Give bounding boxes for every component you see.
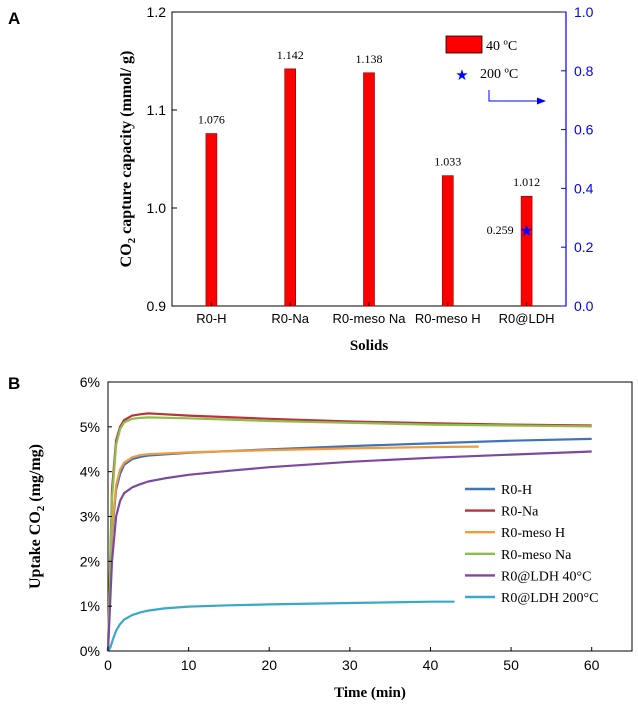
x-tick-label-r0-meso-na: R0-meso Na: [333, 311, 407, 326]
x-tick-label: 40: [423, 657, 439, 673]
bar-r0-ldh: [520, 195, 533, 307]
chart-b-x-axis-label: Time (min): [334, 685, 406, 701]
chart-b-lines: [106, 412, 592, 652]
x-tick-label: 0: [104, 657, 112, 673]
panel-label-b: B: [8, 374, 20, 393]
x-tick-label: 10: [181, 657, 197, 673]
y2-tick-label: 0.6: [574, 122, 594, 138]
panel-label-a: A: [8, 9, 20, 28]
legend-label-r0-ldh-40-c: R0@LDH 40°C: [501, 569, 591, 584]
chart-a-x-axis-label: Solids: [350, 338, 389, 354]
bar-r0-na: [284, 68, 297, 307]
chart-a-bars: [205, 68, 533, 307]
chart-b-y-label-pre: Uptake CO: [27, 511, 44, 589]
chart-a-y-ticks: 0.9 1.0 1.1 1.2: [147, 4, 177, 314]
chart-a-y2-ticks: 0.0 0.2 0.4 0.6 0.8 1.0: [561, 4, 594, 314]
chart-b-y-axis-label: Uptake CO2 (mg/mg): [27, 444, 47, 589]
chart-a-star-markers: ★ 0.259: [487, 223, 534, 240]
legend-swatch-40c: [445, 35, 483, 54]
chart-a-y-label-sub: 2: [126, 237, 138, 243]
y2-tick-label: 1.0: [574, 4, 594, 20]
x-tick-label-r0-na: R0-Na: [271, 311, 309, 326]
chart-b-y-label-sub: 2: [35, 505, 47, 511]
chart-b: 0% 1% 2% 3% 4% 5% 6% 0 10 20 30 40 50 60 Uptake CO2 …: [27, 374, 633, 701]
chart-b-y-ticks: 0% 1% 2% 3% 4% 5% 6%: [80, 374, 112, 659]
y-tick-label: 0%: [80, 643, 100, 659]
line-r0-ldh-200-c: [107, 600, 455, 652]
legend-arrowhead-icon: [537, 97, 546, 105]
star-marker-icon: ★: [519, 223, 533, 240]
legend-label-r0-meso-h: R0-meso H: [501, 526, 565, 541]
legend-label-r0-ldh-200-c: R0@LDH 200°C: [501, 591, 598, 606]
line-r0-meso-na: [106, 416, 592, 652]
chart-a-y-axis-label: CO2 capture capacity (mmol/ g): [118, 51, 138, 268]
y2-tick-label: 0.2: [574, 239, 594, 255]
chart-a-y-label-pre: CO: [118, 243, 135, 267]
line-r0-h: [106, 437, 592, 652]
chart-a-bar-labels: 1.076 1.142 1.138 1.033 1.012: [198, 48, 540, 189]
line-r0-ldh-40-c: [106, 450, 592, 652]
legend-label-200c: 200 ºC: [480, 67, 518, 82]
y-tick-label: 2%: [80, 553, 100, 569]
bar-r0-meso-h: [441, 175, 454, 307]
x-tick-label-r0-h: R0-H: [196, 311, 226, 326]
legend-arrow-icon: [488, 90, 538, 102]
x-tick-label: 50: [503, 657, 519, 673]
legend-label-r0-h: R0-H: [501, 483, 532, 498]
x-tick-label: 30: [342, 657, 358, 673]
chart-a-x-ticks: R0-H R0-Na R0-meso Na R0-meso H R0@LDH: [196, 302, 555, 326]
y-tick-label: 6%: [80, 374, 100, 390]
y-tick-label: 1%: [80, 598, 100, 614]
chart-a: 1.076 1.142 1.138 1.033 1.012 0.9 1.0 1.1 1.2 0…: [118, 4, 594, 354]
x-tick-label: 20: [261, 657, 277, 673]
chart-b-legend: R0-H R0-Na R0-meso H R0-meso Na R0@LDH 40°C R…: [465, 483, 598, 606]
y2-tick-label: 0.0: [574, 298, 594, 314]
y2-tick-label: 0.4: [574, 180, 594, 196]
bar-r0-h: [205, 133, 218, 307]
chart-b-x-ticks: 0 10 20 30 40 50 60: [104, 647, 600, 673]
bar-value-label-r0-na: 1.142: [277, 48, 304, 62]
y-tick-label: 1.1: [147, 102, 167, 118]
star-value-label: 0.259: [487, 223, 514, 237]
y-tick-label: 1.0: [147, 200, 167, 216]
bar-r0-meso-na: [363, 72, 375, 307]
y-tick-label: 4%: [80, 464, 100, 480]
x-tick-label-r0-meso-h: R0-meso H: [415, 311, 481, 326]
y2-tick-label: 0.8: [574, 63, 594, 79]
bar-value-label-r0-meso-h: 1.033: [434, 155, 461, 169]
chart-a-y-label-post: capture capacity (mmol/ g): [118, 51, 135, 238]
x-tick-label-r0-ldh: R0@LDH: [499, 311, 555, 326]
bar-value-label-r0-meso-na: 1.138: [356, 52, 383, 66]
chart-a-legend: 40 ºC ★ 200 ºC: [445, 35, 546, 105]
legend-label-40c: 40 ºC: [486, 39, 517, 54]
line-r0-meso-h: [106, 445, 479, 652]
y-tick-label: 0.9: [147, 298, 167, 314]
legend-star-icon: ★: [455, 68, 468, 84]
y-tick-label: 3%: [80, 509, 100, 525]
bar-value-label-r0-h: 1.076: [198, 113, 225, 127]
bar-value-label-r0-ldh: 1.012: [513, 175, 540, 189]
legend-label-r0-na: R0-Na: [501, 505, 539, 520]
y-tick-label: 5%: [80, 419, 100, 435]
chart-b-y-label-post: (mg/mg): [27, 444, 44, 506]
x-tick-label: 60: [584, 657, 600, 673]
legend-label-r0-meso-na: R0-meso Na: [501, 548, 572, 563]
y-tick-label: 1.2: [147, 4, 167, 20]
